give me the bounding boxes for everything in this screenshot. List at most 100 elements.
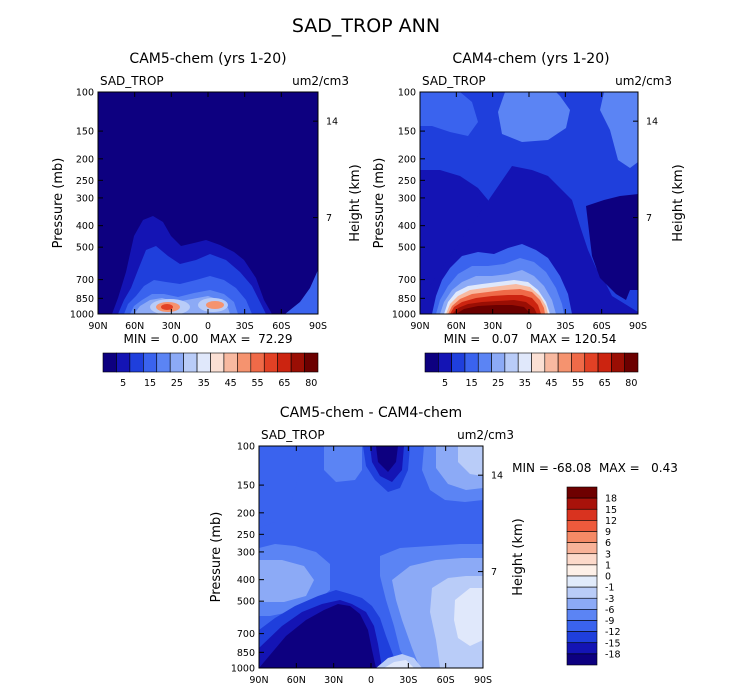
colorbar-label: -1 xyxy=(605,583,614,594)
colorbar-swatch xyxy=(566,597,598,610)
contour-band xyxy=(285,270,318,314)
height-tick-label: 7 xyxy=(646,213,652,224)
colorbar-label: 35 xyxy=(198,378,210,389)
colorbar-swatch xyxy=(290,352,305,373)
colorbar-swatch xyxy=(566,497,598,510)
contour-band xyxy=(259,560,314,602)
contour-band xyxy=(324,446,362,482)
colorbar-swatch xyxy=(491,352,506,373)
y-axis-label-right: Height (km) xyxy=(348,164,363,241)
min-max-stats: MIN = 0.00 MAX = 72.29 xyxy=(124,332,293,346)
y-tick-label: 500 xyxy=(76,243,94,254)
colorbar-swatch xyxy=(566,642,598,655)
y-tick-label: 850 xyxy=(237,648,255,659)
contour-band xyxy=(420,92,478,136)
x-tick-label: 90S xyxy=(309,321,327,332)
y-axis-label-right: Height (km) xyxy=(671,164,686,241)
colorbar-label: 9 xyxy=(605,527,611,538)
colorbar-label: -12 xyxy=(605,627,621,638)
colorbar-label: 15 xyxy=(605,505,617,516)
colorbar-label: 12 xyxy=(605,516,617,527)
colorbar-swatch xyxy=(156,352,171,373)
y-tick-label: 300 xyxy=(237,547,255,558)
colorbar-swatch xyxy=(571,352,586,373)
colorbar-swatch xyxy=(584,352,599,373)
colorbar: 5 15 25 35 45 55 65 80 xyxy=(102,352,319,389)
y-tick-label: 100 xyxy=(237,442,255,453)
x-tick-label: 60S xyxy=(437,675,455,686)
colorbar-swatch xyxy=(531,352,546,373)
colorbar-swatch xyxy=(477,352,492,373)
colorbar-swatch xyxy=(438,352,452,373)
height-tick-label: 7 xyxy=(326,213,332,224)
colorbar-label: -9 xyxy=(605,616,614,627)
colorbar-label: 0 xyxy=(605,572,611,583)
colorbar-swatch xyxy=(223,352,238,373)
colorbar-swatch xyxy=(566,564,598,577)
colorbar-label: 3 xyxy=(605,549,611,560)
y-tick-label: 250 xyxy=(237,530,255,541)
colorbar-swatch xyxy=(566,553,598,566)
colorbar-swatch xyxy=(517,352,532,373)
colorbar-label: 15 xyxy=(466,378,478,389)
y-tick-label: 150 xyxy=(398,127,416,138)
colorbar-label: -15 xyxy=(605,638,621,649)
colorbar-label: -6 xyxy=(605,605,614,616)
colorbar-swatch xyxy=(624,352,639,373)
contour-band xyxy=(586,194,638,300)
x-tick-label: 0 xyxy=(205,321,211,332)
y-tick-label: 200 xyxy=(237,508,255,519)
colorbar-swatch xyxy=(566,586,598,599)
colorbar-swatch xyxy=(544,352,559,373)
x-tick-label: 30S xyxy=(399,675,417,686)
y-tick-label: 1000 xyxy=(231,664,255,675)
colorbar-swatch xyxy=(250,352,265,373)
height-tick-label: 14 xyxy=(326,117,338,128)
panel-title: CAM5-chem (yrs 1-20) xyxy=(129,51,286,67)
colorbar-swatch xyxy=(566,653,598,666)
colorbar-label: 25 xyxy=(171,378,183,389)
x-tick-label: 0 xyxy=(526,321,532,332)
panel-cam4: CAM4-chem (yrs 1-20) SAD_TROP um2/cm3 90… xyxy=(372,51,686,389)
axis-ticks: 90N 60N 30N 0 30S 60S 90S 100 150 200 250 300 400 500… xyxy=(392,88,658,333)
colorbar-swatch xyxy=(143,352,158,373)
x-tick-label: 60S xyxy=(272,321,290,332)
panel-cam5: CAM5-chem (yrs 1-20) SAD_TROP um2/cm3 90… xyxy=(51,51,363,389)
panel-difference: CAM5-chem - CAM4-chem SAD_TROP um2/cm3 xyxy=(209,405,678,686)
colorbar-label: 5 xyxy=(442,378,448,389)
x-tick-label: 60N xyxy=(447,321,466,332)
units-label: um2/cm3 xyxy=(292,74,349,88)
x-tick-label: 90N xyxy=(88,321,107,332)
x-tick-label: 30S xyxy=(236,321,254,332)
y-tick-label: 700 xyxy=(237,629,255,640)
colorbar-swatch xyxy=(129,352,144,373)
y-tick-label: 850 xyxy=(76,294,94,305)
y-tick-label: 500 xyxy=(237,597,255,608)
axis-ticks: 90N 60N 30N 0 30S 60S 90S 100 150 200 250 300 400 500… xyxy=(70,88,338,333)
height-tick-label: 14 xyxy=(491,471,503,482)
colorbar-swatch xyxy=(183,352,198,373)
x-tick-label: 90S xyxy=(474,675,492,686)
y-tick-label: 400 xyxy=(76,221,94,232)
colorbar-swatch xyxy=(277,352,292,373)
contour-band xyxy=(376,446,398,472)
x-tick-label: 0 xyxy=(368,675,374,686)
y-tick-label: 700 xyxy=(76,275,94,286)
colorbar-swatch xyxy=(464,352,479,373)
colorbar-label: 65 xyxy=(278,378,290,389)
colorbar-swatch xyxy=(566,520,598,532)
colorbar-label: 45 xyxy=(545,378,557,389)
colorbar-swatch xyxy=(566,542,598,555)
contour-band xyxy=(384,660,414,668)
colorbar-swatch xyxy=(566,609,598,621)
colorbar-label: -18 xyxy=(605,649,621,660)
y-tick-label: 150 xyxy=(76,127,94,138)
y-tick-label: 100 xyxy=(76,88,94,99)
colorbar-swatch xyxy=(210,352,225,373)
y-tick-label: 400 xyxy=(398,221,416,232)
x-tick-label: 30N xyxy=(162,321,181,332)
x-tick-label: 60N xyxy=(125,321,144,332)
colorbar-swatch xyxy=(304,352,319,373)
colorbar-swatch xyxy=(597,352,612,373)
